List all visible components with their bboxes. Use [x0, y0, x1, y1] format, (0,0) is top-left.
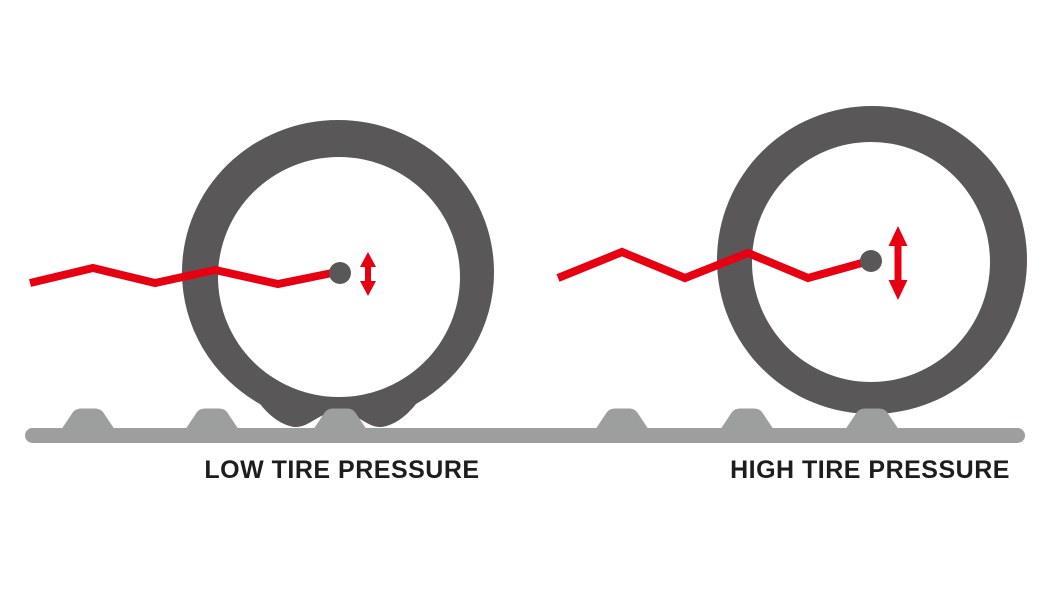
high-pressure-vibration — [556, 226, 908, 300]
road-bump — [186, 408, 238, 429]
road-bump — [314, 408, 366, 429]
road-bump — [62, 408, 114, 429]
road-bump — [846, 408, 898, 429]
road-bar — [25, 428, 1025, 443]
road-bump — [721, 408, 773, 429]
road-surface — [25, 408, 1025, 443]
high-pressure-label: HIGH TIRE PRESSURE — [730, 456, 1010, 484]
axle-dot-icon — [329, 262, 351, 284]
low-pressure-vibration — [29, 252, 376, 296]
large-double-arrow-icon — [888, 226, 908, 300]
vibration-zigzag-icon — [29, 263, 338, 289]
axle-dot-icon — [860, 250, 882, 272]
road-bump — [596, 408, 648, 429]
vibration-zigzag-icon — [556, 247, 871, 283]
small-double-arrow-icon — [360, 252, 376, 296]
low-pressure-label: LOW TIRE PRESSURE — [204, 456, 479, 484]
